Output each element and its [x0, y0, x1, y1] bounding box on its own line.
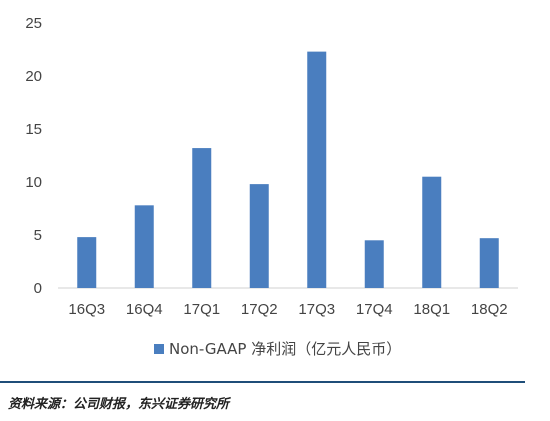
bar-17Q2 [249, 184, 269, 288]
bar-16Q3 [77, 237, 97, 288]
y-tick-label: 15 [25, 121, 42, 138]
bar-17Q4 [364, 240, 384, 288]
legend-label: Non-GAAP 净利润（亿元人民币） [169, 340, 401, 358]
bar-18Q2 [479, 238, 499, 288]
y-tick-label: 20 [25, 68, 42, 85]
y-tick-label: 10 [25, 174, 42, 191]
x-tick-label: 17Q1 [183, 301, 220, 318]
x-tick-label: 16Q3 [68, 301, 105, 318]
legend-swatch [154, 344, 164, 354]
source-note: 资料来源：公司财报，东兴证券研究所 [8, 397, 230, 412]
bar-17Q3 [307, 51, 327, 289]
legend: Non-GAAP 净利润（亿元人民币） [154, 340, 401, 358]
source-divider [0, 381, 525, 383]
bar-16Q4 [134, 205, 154, 288]
x-tick-label: 18Q2 [471, 301, 508, 318]
x-tick-label: 16Q4 [126, 301, 163, 318]
x-axis-ticks: 16Q3 16Q4 17Q1 17Q2 17Q3 17Q4 18Q1 18Q2 [68, 301, 507, 318]
y-tick-label: 25 [25, 15, 42, 32]
y-tick-label: 5 [34, 227, 42, 244]
bar-17Q1 [192, 148, 212, 288]
y-axis-ticks: 0 5 10 15 20 25 [25, 15, 42, 297]
bars [77, 51, 499, 289]
x-tick-label: 18Q1 [413, 301, 450, 318]
x-tick-label: 17Q2 [241, 301, 278, 318]
x-tick-label: 17Q3 [298, 301, 335, 318]
bar-18Q1 [422, 176, 442, 288]
y-tick-label: 0 [34, 280, 42, 297]
x-tick-label: 17Q4 [356, 301, 393, 318]
